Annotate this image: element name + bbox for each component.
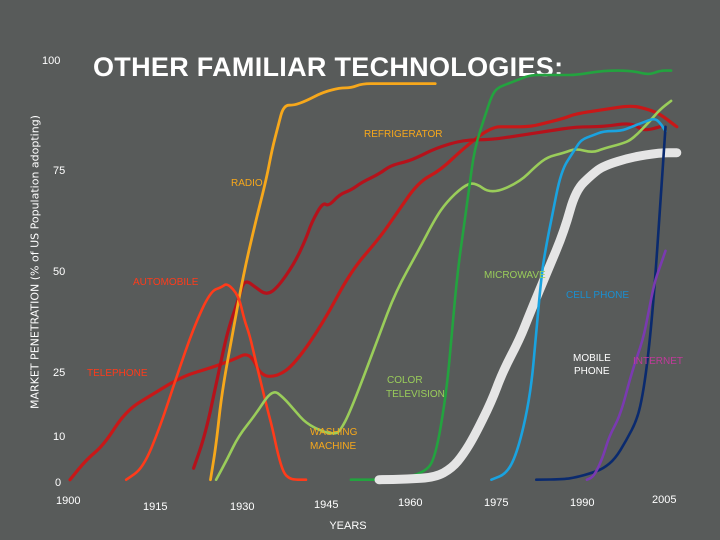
series-line-refrigerator [209,82,437,482]
x-tick-label: 1990 [570,497,594,509]
series-line-internet [585,249,667,481]
series-annotation: PHONE [574,366,610,377]
x-tick-label: 1960 [398,497,422,509]
series-annotation: TELEVISION [386,389,445,400]
series-annotation: MACHINE [310,441,356,452]
series-line-mobile-phone [535,125,667,481]
series-annotation: COLOR [387,375,423,386]
series-line-cell-phone [490,117,667,481]
y-tick-label: 50 [53,266,65,278]
y-tick-label: 75 [53,165,65,177]
series-line-washing-machine [214,99,673,481]
x-tick-label: 1930 [230,501,254,513]
series-line-automobile [124,283,308,482]
series-annotation: TELEPHONE [87,368,148,379]
series-annotation: CELL PHONE [566,290,629,301]
x-tick-label: 1900 [56,495,80,507]
series-layer [68,69,682,485]
series-annotation: MICROWAVE [484,270,546,281]
series-annotation: AUTOMOBILE [133,277,199,288]
series-line-microwave [374,148,682,485]
x-axis-label: YEARS [329,520,366,532]
x-tick-label: 2005 [652,494,676,506]
series-annotation: RADIO [231,178,263,189]
series-line-telephone [68,104,679,482]
label-layer: REFRIGERATOR RADIO AUTOMOBILE MICROWAVE CELL… [87,129,683,452]
chart-title: OTHER FAMILIAR TECHNOLOGIES: [93,52,564,82]
y-tick-label: 0 [55,477,61,489]
y-tick-label: 100 [42,55,60,67]
x-tick-label: 1975 [484,497,508,509]
y-tick-label: 10 [53,431,65,443]
series-annotation: INTERNET [633,356,683,367]
series-annotation: REFRIGERATOR [364,129,443,140]
y-tick-label: 25 [53,367,65,379]
x-tick-label: 1915 [143,501,167,513]
x-tick-label: 1945 [314,499,338,511]
series-annotation: MOBILE [573,353,611,364]
series-annotation: WASHING [310,427,358,438]
series-line-color-television [349,69,673,482]
